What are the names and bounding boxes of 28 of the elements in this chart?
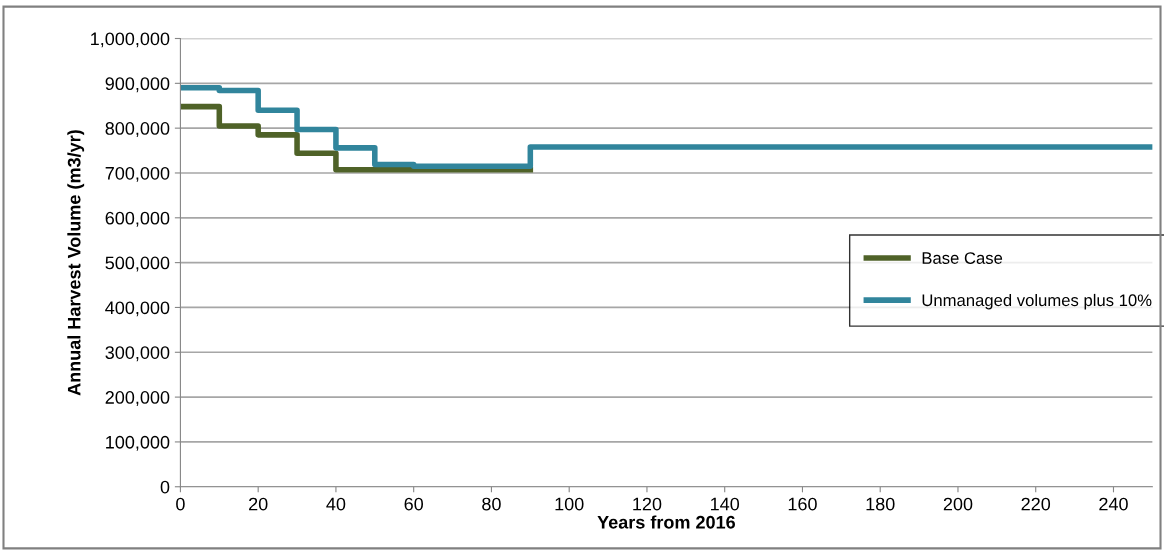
y-tick-label: 200,000 — [105, 391, 170, 406]
x-tick-label: 100 — [555, 497, 584, 511]
x-tick-label: 20 — [249, 497, 268, 511]
legend-label: Base Case — [922, 252, 1003, 264]
x-tick-label: 40 — [326, 497, 346, 511]
y-tick-label: 1,000,000 — [91, 32, 170, 48]
x-tick-label: 140 — [711, 497, 740, 511]
y-tick-label: 0 — [160, 480, 170, 494]
y-tick-label: 400,000 — [105, 301, 170, 317]
y-tick-label: 100,000 — [106, 435, 170, 451]
y-tick-label: 800,000 — [105, 122, 170, 137]
x-axis-title: Years from 2016 — [597, 515, 735, 529]
x-tick-label: 160 — [788, 497, 817, 511]
x-tick-label: 220 — [1021, 497, 1051, 511]
y-tick-label: 500,000 — [105, 256, 170, 272]
y-tick-label: 600,000 — [105, 211, 170, 227]
x-tick-label: 180 — [866, 497, 895, 511]
x-tick-label: 60 — [404, 497, 424, 511]
y-tick-label: 900,000 — [105, 77, 170, 93]
x-tick-label: 80 — [482, 497, 501, 511]
x-tick-label: 0 — [176, 497, 185, 511]
x-tick-label: 200 — [943, 497, 973, 511]
x-tick-label: 120 — [633, 497, 662, 511]
y-axis-title: Annual Harvest Volume (m3/yr) — [67, 130, 85, 396]
y-tick-label: 300,000 — [105, 346, 170, 362]
x-tick-label: 240 — [1099, 497, 1128, 511]
legend-label: Unmanaged volumes plus 10% — [922, 293, 1152, 310]
y-tick-label: 700,000 — [105, 166, 170, 182]
